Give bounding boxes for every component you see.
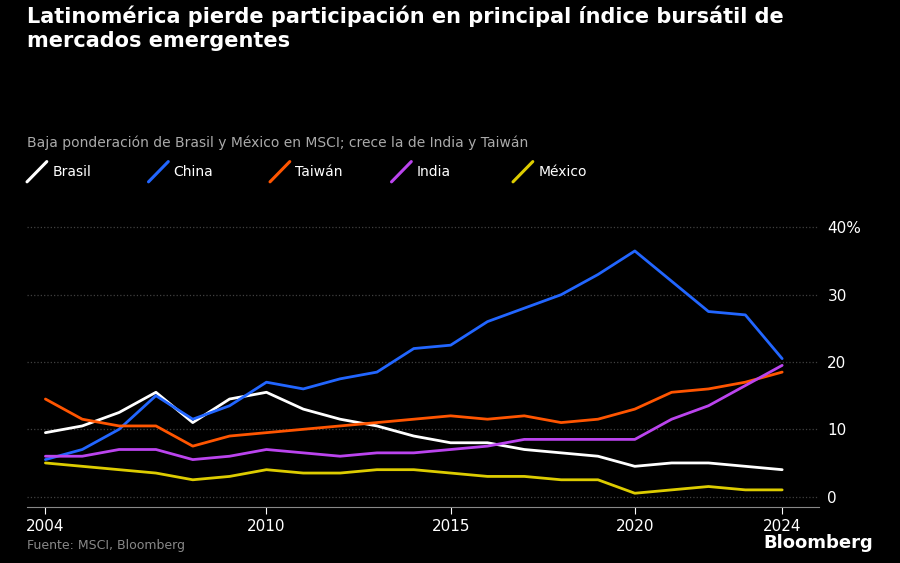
Text: India: India xyxy=(417,165,451,178)
Text: Baja ponderación de Brasil y México en MSCI; crece la de India y Taiwán: Baja ponderación de Brasil y México en M… xyxy=(27,135,528,150)
Text: México: México xyxy=(538,165,587,178)
Text: Brasil: Brasil xyxy=(52,165,91,178)
Text: China: China xyxy=(174,165,213,178)
Text: Bloomberg: Bloomberg xyxy=(763,534,873,552)
Text: Taiwán: Taiwán xyxy=(295,165,343,178)
Text: Fuente: MSCI, Bloomberg: Fuente: MSCI, Bloomberg xyxy=(27,539,185,552)
Text: Latinomérica pierde participación en principal índice bursátil de
mercados emerg: Latinomérica pierde participación en pri… xyxy=(27,6,784,51)
